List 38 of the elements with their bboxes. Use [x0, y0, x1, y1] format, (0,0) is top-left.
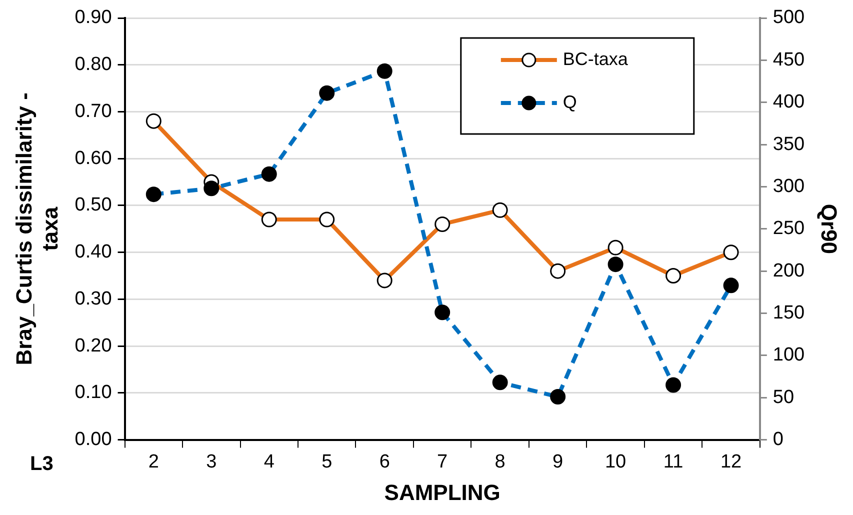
x-tick-label: 3: [206, 451, 217, 472]
y-tick-label: 0.70: [74, 100, 112, 122]
y2-tick-label: 500: [772, 7, 805, 28]
y-tick-label: 0.50: [74, 194, 112, 216]
text: L3: [30, 453, 54, 475]
x-tick-label: 12: [720, 451, 742, 472]
legend-label: BC-taxa: [562, 48, 629, 69]
y-tick-label: 0.00: [74, 429, 112, 450]
x-axis-title: SAMPLING: [384, 480, 500, 505]
x-tick-label: 2: [148, 451, 159, 472]
y2-tick-label: 0: [772, 429, 784, 450]
y-tick-label: 0.90: [74, 7, 112, 28]
x-tick-label: 11: [663, 451, 684, 472]
y2-tick-label: 300: [772, 176, 805, 197]
y2-tick-label: 450: [772, 49, 805, 70]
y2-tick-label: 250: [772, 218, 805, 240]
y2-tick-label: 100: [772, 344, 805, 366]
y-tick-label: 0.80: [74, 54, 112, 76]
x-tick-label: 9: [552, 451, 564, 472]
y-tick-label: 0.60: [74, 148, 112, 169]
x-tick-label: 10: [604, 451, 626, 472]
y2-tick-label: 150: [772, 302, 805, 324]
y-tick-label: 0.20: [74, 335, 112, 356]
y2-tick-label: 200: [772, 260, 805, 282]
x-tick-label: 5: [322, 451, 332, 472]
x-tick-label: 6: [379, 451, 390, 472]
y-tick-label: 0.40: [74, 242, 112, 263]
x-tick-label: 4: [264, 451, 275, 472]
y2-axis-title: Qr90: [816, 204, 842, 254]
y-tick-label: 0.10: [74, 382, 112, 404]
y-axis-title: Bray_Curtis dissimilarity - taxa: [11, 92, 63, 366]
x-tick-label: 8: [494, 451, 506, 472]
y2-tick-label: 400: [772, 92, 805, 113]
y-tick-label: 0.30: [74, 288, 112, 310]
y2-tick-label: 350: [772, 134, 805, 155]
y2-tick-label: 50: [772, 386, 794, 408]
x-tick-label: 7: [437, 451, 448, 472]
legend-label: Q: [562, 92, 577, 112]
